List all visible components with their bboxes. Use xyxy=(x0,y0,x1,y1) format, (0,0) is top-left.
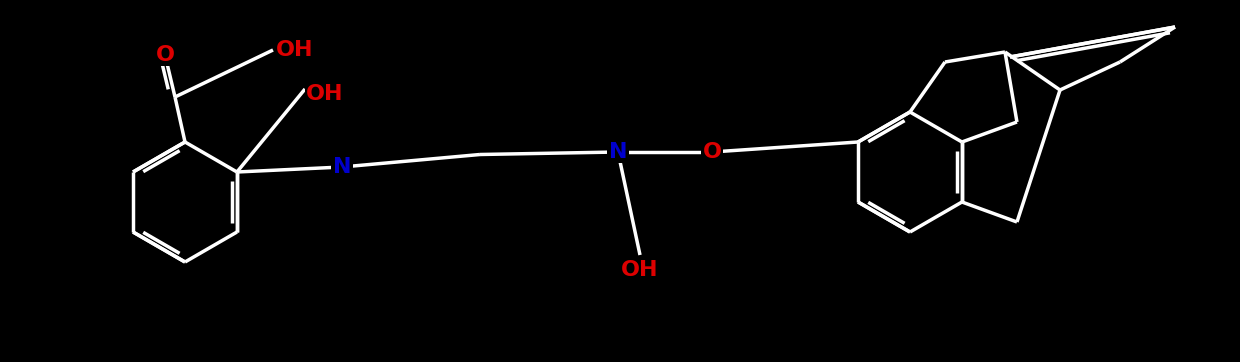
Text: N: N xyxy=(332,157,351,177)
Text: O: O xyxy=(703,142,722,162)
Text: OH: OH xyxy=(277,40,314,60)
Text: OH: OH xyxy=(306,84,343,104)
Text: OH: OH xyxy=(621,260,658,280)
Text: N: N xyxy=(609,142,627,162)
Text: O: O xyxy=(155,45,175,65)
